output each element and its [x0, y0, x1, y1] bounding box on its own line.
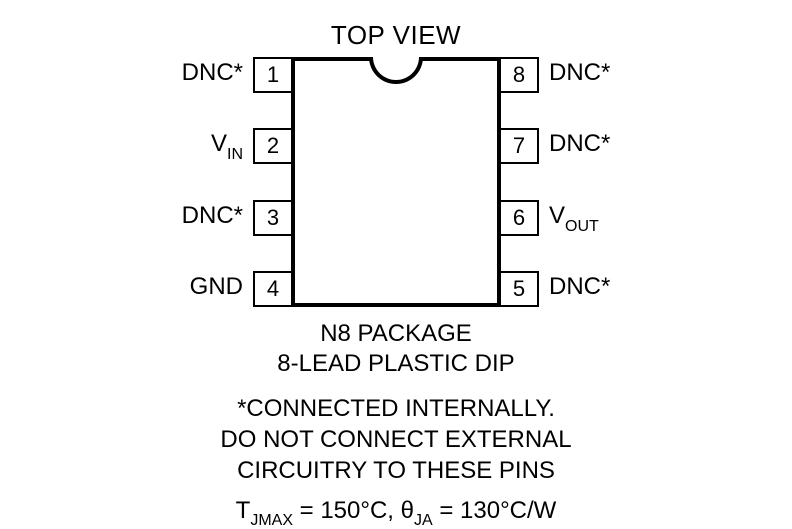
pin-3-row: DNC* 3 [169, 200, 293, 236]
footnote: *CONNECTED INTERNALLY. DO NOT CONNECT EX… [169, 393, 623, 487]
orientation-notch [369, 57, 423, 84]
chip-row: DNC* 1 VIN 2 DNC* 3 GND 4 8 DNC* [169, 57, 623, 307]
pin-8-row: 8 DNC* [499, 57, 623, 93]
pin-2-label: VIN [169, 130, 243, 162]
pin-6-label: VOUT [549, 202, 623, 234]
pin-1-label: DNC* [169, 59, 243, 91]
pin-1-row: DNC* 1 [169, 57, 293, 93]
pinout-diagram: TOP VIEW DNC* 1 VIN 2 DNC* 3 GND 4 [169, 20, 623, 528]
package-info: N8 PACKAGE 8-LEAD PLASTIC DIP [277, 319, 514, 379]
top-view-label: TOP VIEW [331, 20, 461, 51]
pin-4-label: GND [169, 273, 243, 305]
pin-5-label: DNC* [549, 273, 623, 305]
pin-7-row: 7 DNC* [499, 128, 623, 164]
footnote-line2: DO NOT CONNECT EXTERNAL CIRCUITRY TO THE… [169, 424, 623, 486]
pin-7-label: DNC* [549, 130, 623, 162]
pin-4-number: 4 [253, 271, 293, 307]
pin-8-number: 8 [499, 57, 539, 93]
package-name: N8 PACKAGE [277, 319, 514, 349]
left-pin-column: DNC* 1 VIN 2 DNC* 3 GND 4 [169, 57, 293, 307]
pin-6-row: 6 VOUT [499, 200, 623, 236]
pin-2-number: 2 [253, 128, 293, 164]
pin-5-number: 5 [499, 271, 539, 307]
pin-4-row: GND 4 [169, 271, 293, 307]
footnote-line1: *CONNECTED INTERNALLY. [169, 393, 623, 424]
pin-6-number: 6 [499, 200, 539, 236]
pin-3-label: DNC* [169, 202, 243, 234]
chip-body [291, 57, 501, 307]
pin-5-row: 5 DNC* [499, 271, 623, 307]
pin-2-row: VIN 2 [169, 128, 293, 164]
thermal-spec: TJMAX = 150°C, θJA = 130°C/W [236, 497, 557, 529]
pin-8-label: DNC* [549, 59, 623, 91]
right-pin-column: 8 DNC* 7 DNC* 6 VOUT 5 DNC* [499, 57, 623, 307]
package-desc: 8-LEAD PLASTIC DIP [277, 349, 514, 379]
pin-1-number: 1 [253, 57, 293, 93]
pin-7-number: 7 [499, 128, 539, 164]
pin-3-number: 3 [253, 200, 293, 236]
